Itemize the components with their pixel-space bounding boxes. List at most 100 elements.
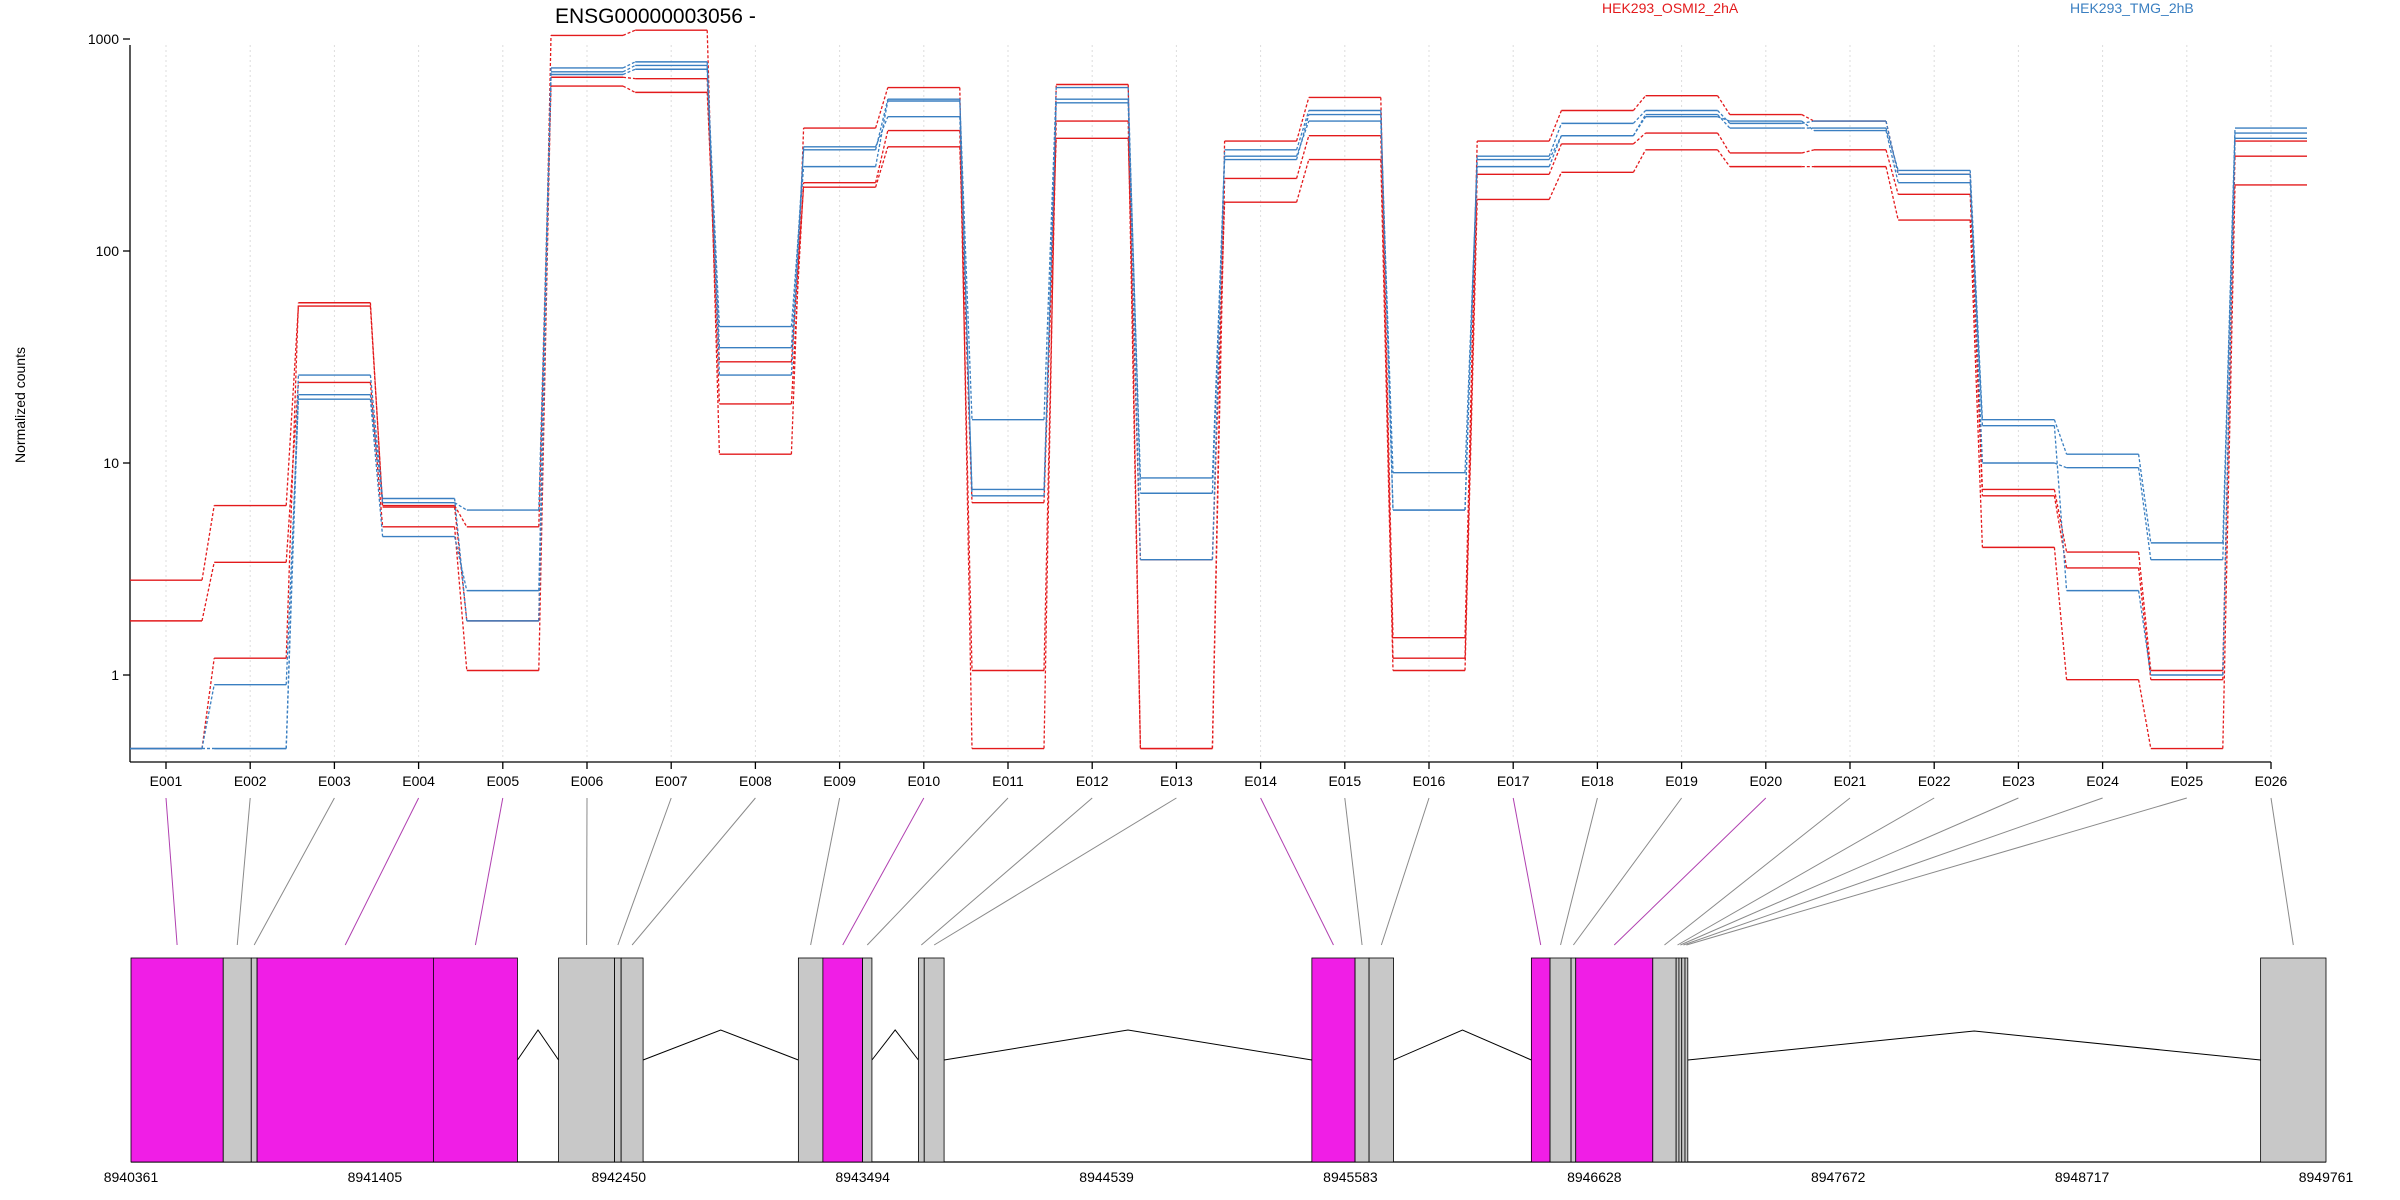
connector-e005 [474,797,504,946]
intron-line [944,1029,1312,1061]
intron-line [871,1029,919,1061]
data-connector [1464,159,1478,511]
data-connector [1295,120,1310,157]
data-connector [2137,552,2152,671]
data-connector [874,116,889,148]
x-tick-label-e007: E007 [655,773,688,789]
data-connector [1717,116,1731,122]
connector-e007 [617,797,672,946]
data-connector [622,68,636,76]
connector-e001 [165,797,178,946]
data-connector [538,86,552,527]
x-tick-label-e014: E014 [1244,773,1277,789]
x-tick-label-e013: E013 [1160,773,1193,789]
x-tick-label-e009: E009 [823,773,856,789]
x-tick-label-e006: E006 [571,773,604,789]
x-tick-label-e004: E004 [402,773,435,789]
exon-box-e012 [917,957,925,1163]
exon-box-e005 [432,957,518,1163]
data-connector [1295,97,1310,142]
exon-box-e013 [923,957,945,1163]
data-connector [790,146,805,376]
x-tick-label-e025: E025 [2170,773,2203,789]
y-tick-label: 10 [103,455,119,471]
genomic-coordinate-label: 8944539 [1079,1169,1134,1185]
data-connector [1548,143,1563,175]
data-connector [1717,95,1731,115]
data-connector [1548,172,1562,200]
series-lines [130,29,2307,750]
data-connector [1211,141,1226,749]
series-line-6 [130,68,2307,750]
data-connector [1885,120,1899,175]
data-connector [874,130,889,183]
genomic-coordinate-label: 8949761 [2299,1169,2354,1185]
data-connector [1295,135,1310,179]
data-connector [959,99,973,496]
exon-box-e021 [1652,957,1677,1163]
exon-box-e003 [250,957,258,1163]
data-connector [453,526,468,671]
data-connector [1632,132,1647,145]
connector-e013 [933,797,1177,946]
data-connector [1380,135,1394,659]
data-connector [201,562,215,622]
x-tick-label-e012: E012 [1076,773,1109,789]
data-connector [1548,110,1563,142]
data-connector [790,149,805,348]
x-tick-label-e016: E016 [1413,773,1446,789]
exon-connector-lines [165,797,2294,946]
x-tick-label-e002: E002 [234,773,267,789]
exon-box-e001 [130,957,224,1163]
x-tick-label-e011: E011 [992,773,1024,789]
data-connector [454,502,468,511]
exon-box-e018 [1549,957,1572,1163]
data-connector [538,74,552,511]
y-tick-label: 1000 [88,31,119,47]
exon-box-e007 [614,957,622,1163]
connector-e024 [1683,797,2103,946]
x-tick-label-e023: E023 [2002,773,2035,789]
genomic-coordinate-label: 8946628 [1567,1169,1622,1185]
data-connector [1548,135,1562,160]
data-connector [1043,84,1057,749]
data-connector [1211,149,1226,560]
x-tick-label-e010: E010 [907,773,940,789]
data-connector [622,29,636,36]
intron-line [642,1029,799,1061]
data-connector [2137,679,2152,749]
exon-box-e016 [1368,957,1394,1163]
data-connector [2137,454,2152,543]
x-tick-label-e018: E018 [1581,773,1614,789]
y-tick-label: 100 [96,243,120,259]
connector-e023 [1680,797,2019,946]
connector-e018 [1560,797,1598,946]
y-axis-label: Normalized counts [12,347,28,463]
exon-box-e002 [222,957,252,1163]
vertical-gridlines [165,45,2272,760]
genomic-coordinate-label: 8943494 [835,1169,890,1185]
exon-box-e025 [1684,957,1689,1163]
data-connector [1717,149,1731,168]
data-connector [201,658,215,749]
exon-box-e015 [1354,957,1370,1163]
connector-e026 [2270,797,2294,946]
data-connector [622,85,636,93]
data-connector [1969,182,1984,426]
data-connector [1295,110,1310,151]
exon-box-e010 [822,957,863,1163]
exon-box-e020 [1575,957,1654,1163]
intron-line [1687,1030,2261,1061]
data-connector [874,87,889,129]
x-tick-label-e026: E026 [2255,773,2288,789]
data-connector [369,394,384,503]
data-connector [1969,174,1984,464]
data-connector [1464,141,1478,638]
data-connector [1380,110,1394,511]
data-connector [538,67,552,621]
x-tick-label-e017: E017 [1497,773,1530,789]
connector-e019 [1572,797,1683,946]
x-tick-label-e015: E015 [1328,773,1361,789]
genomic-coordinate-label: 8947672 [1811,1169,1866,1185]
